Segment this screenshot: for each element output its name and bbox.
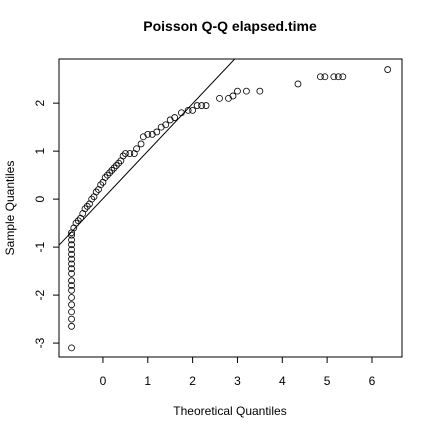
point xyxy=(68,282,75,289)
point xyxy=(216,94,223,102)
point xyxy=(68,260,75,268)
x-tick-label: 2 xyxy=(189,374,196,388)
y-axis-label: Sample Quantiles xyxy=(3,161,17,256)
point xyxy=(229,92,237,100)
point xyxy=(137,140,145,148)
y-tick-label: 0 xyxy=(33,195,47,202)
point xyxy=(162,121,170,129)
point xyxy=(68,294,75,301)
point xyxy=(68,270,75,277)
point xyxy=(68,255,75,263)
point xyxy=(193,102,201,109)
point xyxy=(121,150,129,157)
point xyxy=(339,73,347,81)
plot-frame xyxy=(58,58,403,358)
point xyxy=(256,87,264,95)
y-tick-label: 2 xyxy=(33,99,47,106)
y-tick-label: -3 xyxy=(33,337,47,348)
y-tick-label: 1 xyxy=(33,147,47,154)
point xyxy=(115,159,123,167)
point xyxy=(83,202,91,210)
point xyxy=(68,308,75,316)
point xyxy=(330,73,338,81)
point xyxy=(68,286,75,294)
point xyxy=(119,152,127,160)
point xyxy=(184,106,192,114)
point xyxy=(68,231,75,239)
reference-line xyxy=(59,59,236,246)
point xyxy=(68,241,75,249)
point xyxy=(68,250,75,258)
point xyxy=(198,102,205,109)
x-tick-label: 6 xyxy=(369,374,376,388)
y-tick-label: -2 xyxy=(33,289,47,300)
point xyxy=(68,236,75,244)
point xyxy=(234,87,241,95)
point xyxy=(171,114,179,121)
point xyxy=(68,315,75,323)
point xyxy=(144,130,152,138)
point xyxy=(108,166,116,174)
point xyxy=(384,66,392,73)
point xyxy=(88,195,96,203)
chart-title: Poisson Q-Q elapsed.time xyxy=(143,18,317,34)
point xyxy=(189,106,197,114)
point xyxy=(97,181,105,189)
point xyxy=(202,102,210,109)
point xyxy=(112,162,120,169)
x-tick-label: 1 xyxy=(144,374,151,388)
x-tick-label: 4 xyxy=(279,374,286,388)
point xyxy=(178,109,185,117)
point xyxy=(133,145,140,153)
point xyxy=(294,80,302,88)
x-axis-label: Theoretical Quantiles xyxy=(173,404,286,418)
point xyxy=(81,205,89,213)
point xyxy=(92,188,100,196)
point xyxy=(153,128,161,136)
point xyxy=(74,217,82,225)
point xyxy=(334,73,342,81)
y-tick-label: -1 xyxy=(33,241,47,252)
point xyxy=(243,87,250,95)
point xyxy=(68,344,75,352)
point xyxy=(68,322,75,330)
point xyxy=(68,301,75,309)
point xyxy=(104,171,111,179)
point xyxy=(106,169,114,177)
point xyxy=(68,277,75,285)
point xyxy=(110,164,118,172)
point xyxy=(101,174,109,181)
point xyxy=(316,73,324,81)
point xyxy=(68,246,75,253)
point xyxy=(126,150,134,157)
point xyxy=(321,73,329,81)
x-tick-label: 0 xyxy=(100,374,107,388)
x-tick-label: 3 xyxy=(234,374,241,388)
x-tick-label: 5 xyxy=(324,374,331,388)
point xyxy=(68,265,75,273)
point xyxy=(72,219,80,227)
